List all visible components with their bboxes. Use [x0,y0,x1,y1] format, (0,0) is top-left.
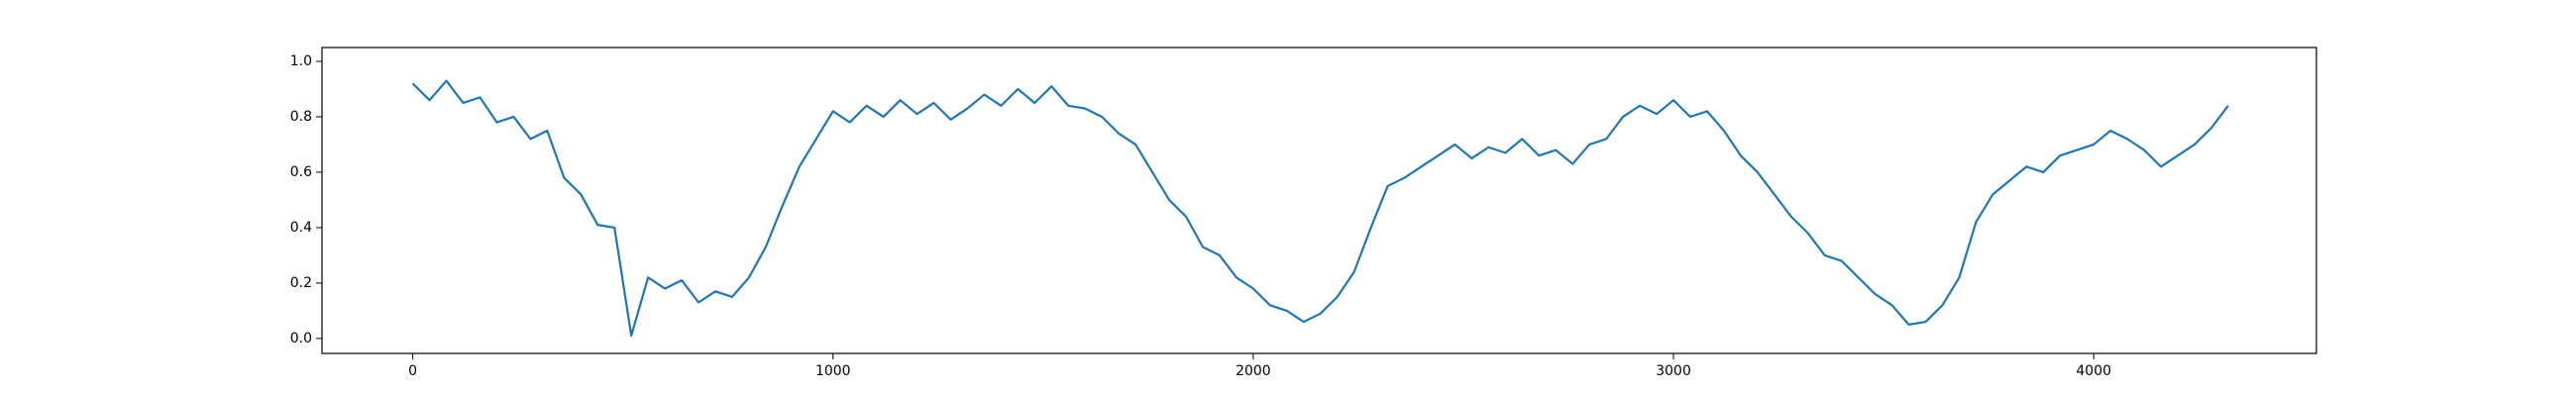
x-tick-label: 3000 [1656,363,1691,379]
y-tick-label: 0.0 [290,331,312,346]
y-tick-label: 1.0 [290,53,312,69]
x-tick-label: 0 [408,363,417,379]
y-tick-label: 0.2 [290,275,312,291]
x-tick-label: 4000 [2076,363,2111,379]
y-tick-label: 0.8 [290,109,312,125]
axes-frame [321,47,2317,354]
x-tick-label: 1000 [815,363,851,379]
y-tick-label: 0.6 [290,164,312,180]
data-line [411,79,2229,338]
y-tick-label: 0.4 [290,220,312,236]
x-tick-label: 2000 [1235,363,1271,379]
